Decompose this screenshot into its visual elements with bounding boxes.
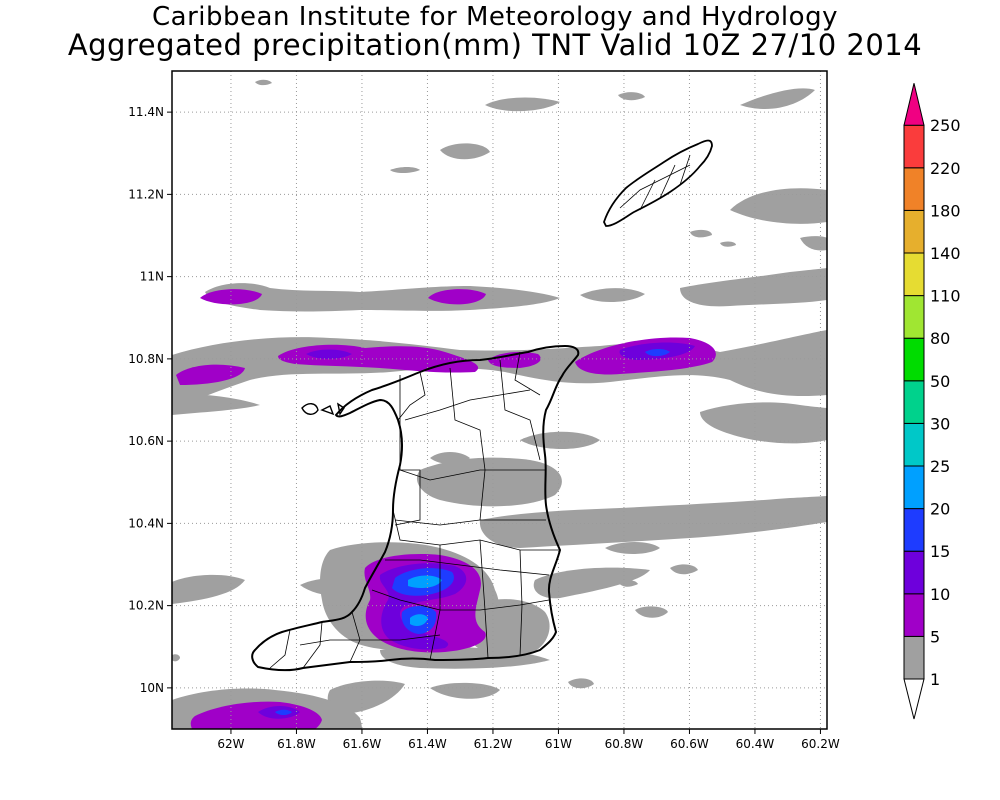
precipitation-field xyxy=(172,79,827,729)
lat-tick-label: 10.8N xyxy=(128,352,164,366)
lat-tick-label: 10N xyxy=(140,681,164,695)
colorbar-label: 50 xyxy=(930,372,950,391)
lat-tick-label: 10.2N xyxy=(128,599,164,613)
lon-tick-label: 60.2W xyxy=(801,737,840,751)
trinidad-coastline xyxy=(251,344,580,672)
title-product: Aggregated precipitation(mm) TNT Valid 1… xyxy=(67,28,923,62)
admin-boundaries xyxy=(269,154,691,669)
colorbar-label: 5 xyxy=(930,627,940,646)
colorbar-segment xyxy=(903,465,925,510)
lat-tick-label: 11N xyxy=(140,270,164,284)
colorbar-bottom-triangle xyxy=(903,678,925,720)
colorbar-label: 220 xyxy=(930,159,961,178)
colorbar-top-triangle xyxy=(903,83,925,126)
lat-tick-label: 10.6N xyxy=(128,434,164,448)
precip-level-1-5 xyxy=(172,79,827,729)
chacachacare-islets xyxy=(301,402,345,416)
colorbar-label: 80 xyxy=(930,329,950,348)
colorbar-segment xyxy=(903,422,925,467)
colorbar-label: 15 xyxy=(930,542,950,561)
colorbar-segment xyxy=(903,124,925,169)
colorbar-segment xyxy=(903,295,925,339)
colorbar-segment xyxy=(903,337,925,382)
colorbar-segment xyxy=(903,209,925,254)
lon-tick-label: 61W xyxy=(545,737,572,751)
map-gridlines xyxy=(172,71,827,729)
lon-tick-label: 61.6W xyxy=(343,737,382,751)
colorbar-label: 30 xyxy=(930,414,950,433)
colorbar-segment xyxy=(903,593,925,637)
colorbar-segment xyxy=(903,380,925,424)
lat-tick-label: 10.4N xyxy=(128,516,164,530)
colorbar-label: 25 xyxy=(930,457,950,476)
title-institute: Caribbean Institute for Meteorology and … xyxy=(152,2,838,32)
lat-tick-label: 11.2N xyxy=(128,187,164,201)
colorbar-label: 10 xyxy=(930,585,950,604)
colorbar-label: 110 xyxy=(930,287,961,306)
colorbar-label: 20 xyxy=(930,500,950,519)
lon-tick-label: 60.6W xyxy=(670,737,709,751)
lon-tick-label: 61.2W xyxy=(474,737,513,751)
coastlines-and-boundaries xyxy=(251,139,713,672)
colorbar-label: 140 xyxy=(930,244,961,263)
colorbar-segment xyxy=(903,508,925,552)
precip-level-20-25 xyxy=(408,575,442,626)
longitude-axis: 62W 61.8W 61.6W 61.4W 61.2W 61W 60.8W 60.6W 60.4… xyxy=(217,729,840,751)
lon-tick-label: 60.4W xyxy=(736,737,775,751)
colorbar-segment xyxy=(903,550,925,595)
lon-tick-label: 61.4W xyxy=(408,737,447,751)
lat-tick-label: 11.4N xyxy=(128,105,164,119)
tobago-coastline xyxy=(603,139,713,227)
lon-tick-label: 62W xyxy=(217,737,244,751)
colorbar-label: 180 xyxy=(930,201,961,220)
latitude-axis: 10N 10.2N 10.4N 10.6N 10.8N 11N 11.2N 11.4N xyxy=(128,105,172,695)
lon-tick-label: 60.8W xyxy=(605,737,644,751)
map-frame xyxy=(171,70,828,730)
colorbar-label: 250 xyxy=(930,116,961,135)
colorbar-segment xyxy=(903,635,925,680)
colorbar-segment xyxy=(903,252,925,297)
lon-tick-label: 61.8W xyxy=(277,737,316,751)
colorbar-segment xyxy=(903,167,925,211)
colorbar-label: 1 xyxy=(930,670,940,689)
